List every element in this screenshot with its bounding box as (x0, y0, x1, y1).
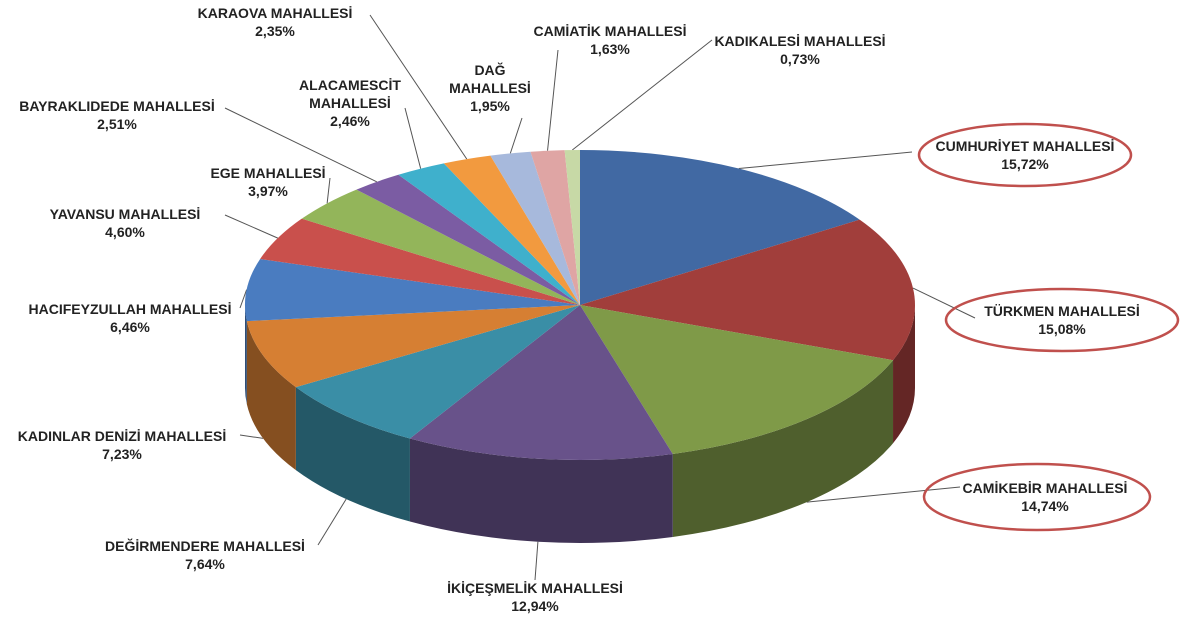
data-label: BAYRAKLIDEDE MAHALLESİ 2,51% (19, 97, 215, 133)
slice (301, 189, 580, 305)
label-name: KADIKALESİ MAHALLESİ (714, 33, 886, 49)
slice-side (409, 438, 673, 543)
label-name: CAMİKEBİR MAHALLESİ (962, 480, 1128, 496)
slice (398, 163, 580, 305)
slice-side (672, 360, 894, 537)
leader-line (912, 287, 976, 319)
leader-line (509, 117, 523, 154)
label-name: EGE MAHALLESİ (210, 165, 326, 181)
label-value: 4,60% (105, 224, 145, 240)
slice (443, 155, 580, 305)
data-label: HACIFEYZULLAH MAHALLESİ 6,46% (29, 300, 232, 336)
label-value: 2,51% (97, 116, 137, 132)
label-value: 0,73% (780, 51, 820, 67)
leader-line (534, 541, 539, 581)
label-value: 12,94% (511, 598, 559, 614)
leader-line (317, 498, 347, 546)
leader-line (326, 177, 331, 204)
slice-side (245, 305, 247, 405)
slice (295, 305, 580, 439)
label-name: CUMHURİYET MAHALLESİ (935, 138, 1115, 154)
data-label: DEĞİRMENDERE MAHALLESİ 7,64% (105, 537, 305, 573)
label-value: 7,64% (185, 556, 225, 572)
label-name: KARAOVA MAHALLESİ (197, 5, 353, 21)
leader-line (404, 107, 422, 169)
slice (490, 151, 580, 305)
data-label: KADIKALESİ MAHALLESİ 0,73% (714, 32, 885, 68)
label-name: YAVANSU MAHALLESİ (49, 206, 201, 222)
leader-line (224, 107, 377, 183)
leader-line (547, 49, 559, 151)
label-name: DAĞ MAHALLESİ (449, 62, 531, 96)
label-name: KADINLAR DENİZİ MAHALLESİ (17, 428, 227, 444)
highlight-ellipse (917, 122, 1133, 188)
label-value: 3,97% (248, 183, 288, 199)
slice-side (893, 305, 915, 444)
leader-line (239, 434, 264, 439)
label-value: 6,46% (110, 319, 150, 335)
label-value: 15,72% (1001, 156, 1049, 172)
label-value: 1,95% (470, 98, 510, 114)
highlight-ellipse (922, 462, 1152, 532)
slice-side (295, 387, 410, 522)
slice (580, 219, 915, 361)
data-label: İKİÇEŞMELİK MAHALLESİ 12,94% (447, 579, 623, 615)
slice (246, 305, 580, 388)
label-value: 15,08% (1038, 321, 1086, 337)
leader-line (224, 214, 279, 239)
label-name: HACIFEYZULLAH MAHALLESİ (28, 301, 232, 317)
data-label: KADINLAR DENİZİ MAHALLESİ 7,23% (18, 427, 226, 463)
data-label: CAMİATİK MAHALLESİ 1,63% (534, 22, 687, 58)
label-name: ALACAMESCİT MAHALLESİ (299, 77, 401, 111)
slice (260, 218, 580, 305)
data-label: TÜRKMEN MAHALLESİ 15,08% (984, 302, 1140, 338)
leader-line (369, 14, 468, 160)
label-value: 2,46% (330, 113, 370, 129)
data-label: DAĞ MAHALLESİ 1,95% (435, 61, 545, 115)
leader-line (572, 39, 713, 151)
slice-side (246, 321, 296, 471)
slice (580, 305, 894, 454)
label-value: 14,74% (1021, 498, 1069, 514)
slice (530, 150, 580, 305)
slice (245, 258, 580, 322)
label-value: 7,23% (102, 446, 142, 462)
leader-line (239, 289, 248, 309)
slice (356, 174, 580, 305)
data-label: ALACAMESCİT MAHALLESİ 2,46% (295, 76, 405, 130)
label-name: BAYRAKLIDEDE MAHALLESİ (19, 98, 215, 114)
data-label: EGE MAHALLESİ 3,97% (210, 164, 325, 200)
label-name: DEĞİRMENDERE MAHALLESİ (105, 538, 305, 554)
label-name: TÜRKMEN MAHALLESİ (984, 303, 1140, 319)
highlight-ellipse (944, 287, 1180, 353)
label-name: CAMİATİK MAHALLESİ (533, 23, 687, 39)
data-label: CUMHURİYET MAHALLESİ 15,72% (936, 137, 1115, 173)
slice (580, 150, 860, 305)
label-name: İKİÇEŞMELİK MAHALLESİ (447, 580, 623, 596)
slice (409, 305, 673, 461)
label-value: 2,35% (255, 23, 295, 39)
data-label: YAVANSU MAHALLESİ 4,60% (50, 205, 201, 241)
data-label: CAMİKEBİR MAHALLESİ 14,74% (963, 479, 1128, 515)
data-label: KARAOVA MAHALLESİ 2,35% (198, 4, 353, 40)
label-value: 1,63% (590, 41, 630, 57)
leader-line (738, 151, 913, 170)
leader-line (806, 486, 961, 503)
slice (564, 150, 580, 305)
